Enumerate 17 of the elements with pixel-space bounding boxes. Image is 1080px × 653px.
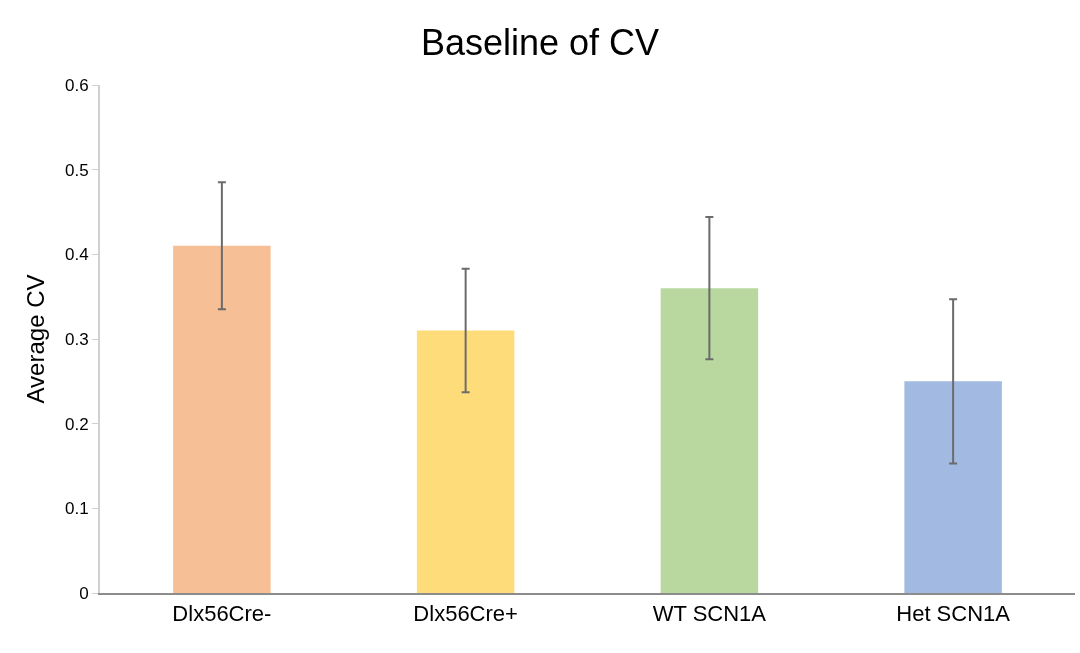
bar <box>660 288 759 593</box>
y-tick-label: 0.5 <box>64 160 89 180</box>
x-tick-label: Het SCN1A <box>896 601 1011 627</box>
bar <box>416 330 515 593</box>
y-tick-label: 0 <box>79 583 89 603</box>
bar <box>904 381 1002 593</box>
y-tick-label: 0.2 <box>64 414 89 434</box>
x-tick-label: Dlx56Cre- <box>172 601 272 627</box>
y-tick-label: 0.4 <box>64 245 89 265</box>
x-tick-label: WT SCN1A <box>652 601 767 627</box>
x-tick-label: Dlx56Cre+ <box>413 601 518 627</box>
y-tick-label: 0.3 <box>64 329 89 349</box>
bar <box>173 245 271 593</box>
y-axis-title: Average CV <box>21 274 49 404</box>
chart-title: Baseline of CV <box>420 21 660 63</box>
y-tick-label: 0.6 <box>64 75 89 95</box>
y-tick-label: 0.1 <box>64 499 89 519</box>
